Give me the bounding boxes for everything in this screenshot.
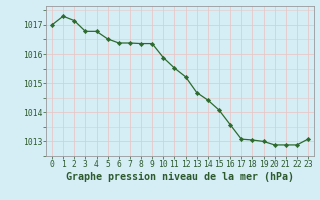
- X-axis label: Graphe pression niveau de la mer (hPa): Graphe pression niveau de la mer (hPa): [66, 172, 294, 182]
